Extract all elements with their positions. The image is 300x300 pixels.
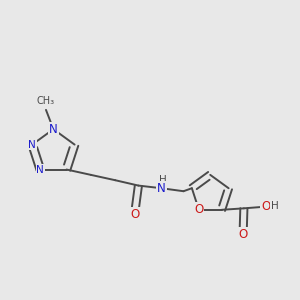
Text: N: N [28,140,36,150]
Text: O: O [239,228,248,241]
Text: CH₃: CH₃ [37,96,55,106]
Text: N: N [36,164,44,175]
Text: O: O [194,203,203,216]
Text: N: N [157,182,166,195]
Text: O: O [261,200,270,213]
Text: H: H [271,201,278,211]
Text: N: N [49,123,58,136]
Text: O: O [131,208,140,221]
Text: H: H [159,175,167,185]
